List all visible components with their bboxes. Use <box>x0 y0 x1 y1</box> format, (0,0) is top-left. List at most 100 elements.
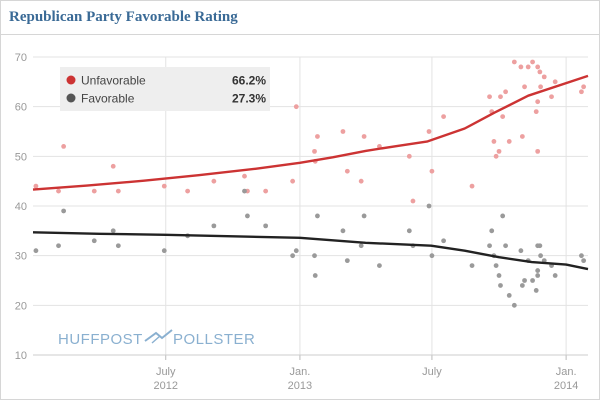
data-point-favorable <box>293 248 299 254</box>
data-point-favorable <box>344 258 350 264</box>
x-tick-label: July <box>156 366 176 378</box>
data-point-favorable <box>489 228 495 234</box>
data-point-favorable <box>406 228 412 234</box>
data-point-unfavorable <box>533 109 539 115</box>
data-point-favorable <box>530 278 535 283</box>
y-tick-label: 30 <box>15 251 27 263</box>
data-point-favorable <box>441 238 446 244</box>
data-point-unfavorable <box>33 183 39 189</box>
x-tick-label: Jan. <box>556 366 577 378</box>
legend-label-unfavorable: Unfavorable <box>81 74 146 88</box>
data-point-favorable <box>579 253 584 259</box>
data-point-favorable <box>503 243 508 249</box>
data-point-favorable <box>552 273 558 278</box>
data-point-favorable <box>519 283 525 288</box>
data-point-favorable <box>161 248 167 254</box>
data-point-favorable <box>61 208 67 214</box>
data-point-unfavorable <box>429 168 435 174</box>
legend-box <box>60 67 270 111</box>
data-point-unfavorable <box>469 183 475 189</box>
data-point-unfavorable <box>535 148 541 154</box>
brand-huffpost: HUFFPOST <box>58 331 143 348</box>
x-tick-year-label: 2012 <box>153 380 177 392</box>
data-point-favorable <box>522 278 527 283</box>
data-point-unfavorable <box>535 64 541 70</box>
data-point-unfavorable <box>498 94 503 100</box>
data-point-unfavorable <box>579 89 584 95</box>
data-point-unfavorable <box>541 74 547 80</box>
x-tick-year-label: 2014 <box>554 380 578 392</box>
title-divider <box>1 34 599 35</box>
data-point-favorable <box>429 253 435 259</box>
data-point-unfavorable <box>340 129 346 134</box>
data-point-favorable <box>56 243 61 249</box>
data-point-unfavorable <box>426 129 432 134</box>
data-point-unfavorable <box>519 134 525 139</box>
data-point-unfavorable <box>290 178 296 184</box>
legend-swatch-unfavorable <box>66 75 76 85</box>
data-point-favorable <box>487 243 492 249</box>
data-point-unfavorable <box>91 188 97 194</box>
data-point-unfavorable <box>263 188 269 194</box>
data-point-favorable <box>242 188 247 194</box>
data-point-unfavorable <box>344 168 350 174</box>
data-point-unfavorable <box>500 114 506 119</box>
x-tick-year-label: 2013 <box>288 380 312 392</box>
legend-value-unfavorable: 66.2% <box>232 74 266 88</box>
data-point-unfavorable <box>110 163 116 169</box>
data-point-unfavorable <box>441 114 446 119</box>
data-point-favorable <box>535 268 541 273</box>
data-point-unfavorable <box>315 134 320 139</box>
data-point-favorable <box>506 293 512 298</box>
data-point-unfavorable <box>581 84 587 90</box>
data-point-favorable <box>361 213 367 219</box>
legend-value-favorable: 27.3% <box>232 92 266 106</box>
data-point-favorable <box>263 223 269 229</box>
data-point-unfavorable <box>312 148 317 154</box>
trend-line-unfavorable <box>32 74 589 191</box>
data-point-unfavorable <box>491 139 497 144</box>
data-point-unfavorable <box>410 198 416 204</box>
data-point-favorable <box>498 283 503 288</box>
data-point-unfavorable <box>535 99 541 105</box>
data-point-favorable <box>377 263 382 268</box>
data-point-favorable <box>535 273 541 278</box>
data-point-unfavorable <box>293 104 299 110</box>
data-point-unfavorable <box>525 64 531 70</box>
data-point-favorable <box>211 223 217 229</box>
data-point-unfavorable <box>242 173 247 179</box>
legend-label-favorable: Favorable <box>81 92 135 106</box>
data-point-favorable <box>511 302 517 308</box>
data-point-unfavorable <box>361 134 367 139</box>
data-point-favorable <box>581 258 587 264</box>
data-point-favorable <box>315 213 320 219</box>
data-point-favorable <box>537 243 543 249</box>
axis-layer: 10 20 30 40 50 60 70 July 2012 Jan. 2013 July Jan. 20… <box>15 52 588 392</box>
page-title: Republican Party Favorable Rating <box>9 9 238 25</box>
data-point-favorable <box>91 238 97 244</box>
trend-line-favorable <box>32 231 589 271</box>
data-point-favorable <box>518 248 524 254</box>
data-point-unfavorable <box>211 178 217 184</box>
data-point-favorable <box>469 263 475 268</box>
data-point-unfavorable <box>503 89 508 95</box>
data-point-favorable <box>290 253 296 259</box>
data-point-unfavorable <box>537 69 543 75</box>
data-point-unfavorable <box>185 188 191 194</box>
data-point-favorable <box>340 228 346 234</box>
data-point-favorable <box>500 213 506 219</box>
data-point-favorable <box>496 273 502 278</box>
y-tick-label: 10 <box>15 350 27 362</box>
x-tick-label: Jan. <box>290 366 311 378</box>
trend-layer <box>32 74 589 271</box>
data-point-unfavorable <box>493 153 499 159</box>
data-point-unfavorable <box>522 84 527 90</box>
data-point-favorable <box>110 228 116 234</box>
data-point-favorable <box>533 288 539 293</box>
data-point-favorable <box>245 213 250 219</box>
data-point-unfavorable <box>487 94 492 100</box>
y-tick-label: 60 <box>15 102 27 114</box>
data-point-unfavorable <box>406 153 412 159</box>
branding: HUFFPOST POLLSTER <box>58 329 255 348</box>
